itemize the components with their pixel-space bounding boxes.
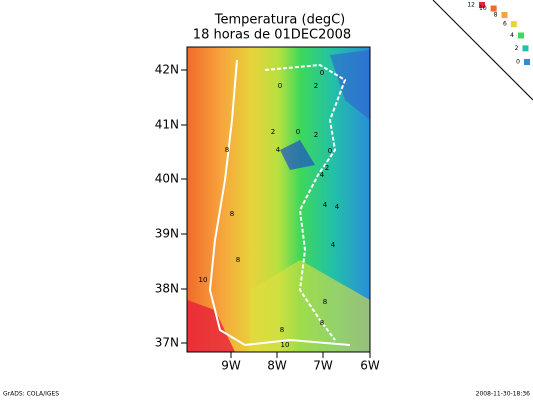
colorbar-swatch [522,45,529,52]
contour-label: 4 [335,203,340,211]
warm-region [187,300,235,352]
subtitle: 18 horas de 01DEC2008 [193,28,351,43]
cold-spot [280,140,315,170]
contour-label: 0 [296,128,300,136]
contour-label: 2 [271,128,275,136]
contour-label: 10 [281,341,290,349]
border [264,63,347,341]
lon-label: 7W [313,359,333,373]
lat-label: 41N [155,118,179,132]
colorbar-label: 0 [516,59,520,66]
colorbar-swatch [517,32,524,39]
colorbar-label: 8 [494,12,498,19]
contour-label: 2 [314,82,318,90]
contour-label: 8 [280,326,284,334]
contour-label: 2 [325,164,329,172]
contour-label: 4 [323,201,328,209]
colorbar-label: 2 [515,45,519,52]
contour-label: 8 [320,319,324,327]
colorbar-label: 4 [510,32,514,39]
coastline [208,59,351,347]
contour-label: 4 [276,146,281,154]
contour-label: 0 [278,82,282,90]
colorbar-swatch [501,12,508,19]
contour-label: 10 [199,276,208,284]
colorbar-label: 12 [467,2,475,9]
lat-label: 38N [155,282,179,296]
colorbar-label: 6 [503,21,507,28]
footer-right: 2008-11-30-18:36 [476,391,531,398]
title: Temperatura (degC) [214,13,345,28]
colorbar-swatch [510,21,517,28]
lat-label: 37N [155,336,179,350]
contour-label: 0 [328,147,332,155]
contour-label: 8 [225,146,229,154]
lat-label: 42N [155,63,179,77]
cold-region [330,50,370,120]
contour-label: 2 [314,131,318,139]
colorbar-swatch [490,5,497,12]
contour-label: 8 [323,298,327,306]
colorbar-swatch [524,59,530,65]
lon-label: 9W [221,359,241,373]
contour-label: 0 [320,69,324,77]
contour-label: 4 [320,171,325,179]
lon-label: 6W [360,359,380,373]
lat-label: 39N [155,227,179,241]
colorbar-swatch [479,2,485,8]
lat-label: 40N [155,172,179,186]
contour-label: 4 [331,241,336,249]
colorbar-label: 10 [479,5,487,12]
map-frame [186,46,371,353]
lon-label: 8W [267,359,287,373]
colorbar-edge [432,0,533,101]
footer-left: GrADS: COLA/IGES [3,391,59,398]
contour-label: 8 [236,256,240,264]
contour-label: 8 [230,210,234,218]
